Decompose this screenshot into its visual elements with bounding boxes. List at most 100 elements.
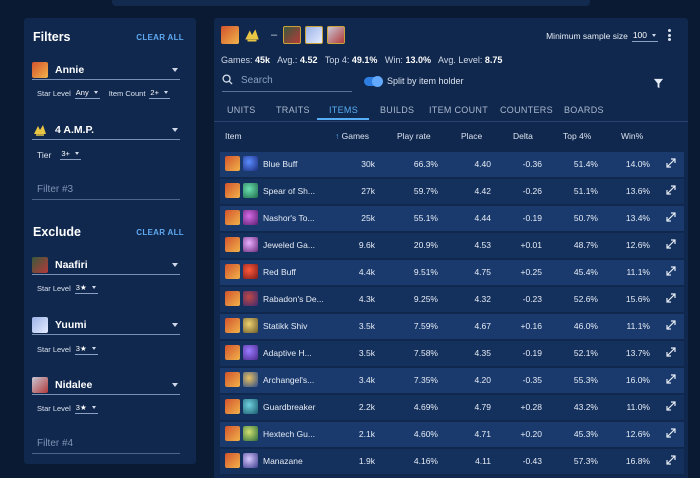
- min-sample-select[interactable]: 100: [631, 30, 658, 42]
- table-row[interactable]: Nashor's To... 25k 55.1% 4.44 -0.19 50.7% 13.4…: [220, 206, 684, 231]
- exclude-unit-select-nidalee[interactable]: Nidalee: [32, 375, 180, 395]
- expand-icon[interactable]: [666, 158, 676, 170]
- nidalee-icon: [327, 26, 346, 44]
- amp-trait-icon: [32, 122, 48, 138]
- item-icon: [243, 345, 258, 360]
- chevron-down-icon: [172, 382, 178, 387]
- win-cell: 13.7%: [625, 348, 650, 358]
- expand-icon[interactable]: [666, 428, 676, 440]
- place-cell: 4.32: [474, 294, 491, 304]
- filter-trait-name: 4 A.M.P.: [55, 123, 95, 136]
- chevron-down-icon: [163, 91, 168, 94]
- expand-icon[interactable]: [666, 239, 676, 251]
- tab-traits[interactable]: TRAITS: [276, 105, 310, 115]
- split-by-holder-toggle[interactable]: Split by item holder: [364, 75, 464, 87]
- chevron-down-icon: [74, 152, 79, 155]
- win-cell: 16.8%: [625, 456, 650, 466]
- filter-4-select[interactable]: Filter #4: [32, 434, 180, 454]
- table-row[interactable]: Manazane 1.9k 4.16% 4.11 -0.43 57.3% 16.8%: [220, 449, 684, 474]
- search-icon: [222, 72, 233, 90]
- table-row[interactable]: Adaptive H... 3.5k 7.58% 4.35 -0.19 52.1% 13.7…: [220, 341, 684, 366]
- delta-cell: +0.25: [520, 267, 542, 277]
- tier-select[interactable]: 3+: [60, 149, 81, 160]
- item-icon: [243, 237, 258, 252]
- annie-icon: [225, 237, 240, 252]
- expand-icon[interactable]: [666, 185, 676, 197]
- play-rate-cell: 4.69%: [413, 402, 438, 412]
- filter-trait-options: Tier 3+: [37, 149, 81, 160]
- table-row[interactable]: Hextech Gu... 2.1k 4.60% 4.71 +0.20 45.3% 12.6…: [220, 422, 684, 447]
- more-options-icon[interactable]: [668, 29, 672, 41]
- filter-unit-select[interactable]: Annie: [32, 60, 180, 80]
- filters-panel: Filters CLEAR ALL Annie Star Level Any I…: [24, 18, 196, 464]
- star-level-select[interactable]: 3★: [74, 403, 98, 414]
- col-play-rate[interactable]: Play rate: [397, 131, 431, 141]
- active-tab-indicator: [317, 118, 369, 120]
- expand-icon[interactable]: [666, 320, 676, 332]
- table-row[interactable]: Statikk Shiv 3.5k 7.59% 4.67 +0.16 46.0% 11.1%: [220, 314, 684, 339]
- delta-cell: -0.19: [522, 213, 542, 223]
- chevron-down-icon: [91, 406, 96, 409]
- tab-counters[interactable]: COUNTERS: [500, 105, 553, 115]
- star-level-value: 3★: [75, 344, 87, 353]
- delta-cell: -0.43: [522, 456, 542, 466]
- exclude-clear-all-button[interactable]: CLEAR ALL: [136, 228, 184, 237]
- search-input[interactable]: Search: [222, 70, 352, 92]
- exclude-unit-select-yuumi[interactable]: Yuumi: [32, 315, 180, 335]
- filter-icon[interactable]: [653, 76, 664, 94]
- tab-items[interactable]: ITEMS: [329, 105, 359, 115]
- table-row[interactable]: Jeweled Ga... 9.6k 20.9% 4.53 +0.01 48.7% 12.6…: [220, 233, 684, 258]
- tab-units[interactable]: UNITS: [227, 105, 256, 115]
- col-item[interactable]: Item: [225, 131, 242, 141]
- table-row[interactable]: Archangel's... 3.4k 7.35% 4.20 -0.35 55.3% 16.…: [220, 368, 684, 393]
- table-row[interactable]: Blue Buff 30k 66.3% 4.40 -0.36 51.4% 14.0%: [220, 152, 684, 177]
- games-cell: 3.5k: [358, 348, 375, 358]
- chevron-down-icon: [172, 127, 178, 132]
- expand-icon[interactable]: [666, 347, 676, 359]
- filter-3-select[interactable]: Filter #3: [32, 180, 180, 200]
- tab-builds[interactable]: BUILDS: [380, 105, 415, 115]
- table-row[interactable]: Spear of Sh... 27k 59.7% 4.42 -0.26 51.1% 13.6…: [220, 179, 684, 204]
- col-top4[interactable]: Top 4%: [563, 131, 592, 141]
- expand-icon[interactable]: [666, 212, 676, 224]
- annie-icon: [32, 61, 48, 78]
- item-name: Red Buff: [263, 267, 296, 277]
- tab-boards[interactable]: BOARDS: [564, 105, 604, 115]
- place-cell: 4.53: [474, 240, 491, 250]
- play-rate-cell: 7.35%: [413, 375, 438, 385]
- table-row[interactable]: Rabadon's De... 4.3k 9.25% 4.32 -0.23 52.6% 15…: [220, 287, 684, 312]
- expand-icon[interactable]: [666, 293, 676, 305]
- games-cell: 4.3k: [358, 294, 375, 304]
- games-cell: 1.9k: [358, 456, 375, 466]
- star-level-select[interactable]: 3★: [74, 283, 98, 294]
- table-row[interactable]: Red Buff 4.4k 9.51% 4.75 +0.25 45.4% 11.1%: [220, 260, 684, 285]
- expand-icon[interactable]: [666, 266, 676, 278]
- filters-clear-all-button[interactable]: CLEAR ALL: [136, 33, 184, 42]
- col-win[interactable]: Win%: [621, 131, 644, 141]
- toggle-switch[interactable]: [364, 75, 383, 87]
- tab-bar: UNITS TRAITS ITEMS BUILDS ITEM COUNT COU…: [214, 98, 688, 122]
- exclude-unit-name: Naafiri: [55, 258, 88, 271]
- col-games[interactable]: ↑ Games: [335, 131, 369, 141]
- delta-cell: -0.19: [522, 348, 542, 358]
- games-cell: 3.5k: [358, 321, 375, 331]
- expand-icon[interactable]: [666, 374, 676, 386]
- expand-icon[interactable]: [666, 401, 676, 413]
- exclude-unit-select-naafiri[interactable]: Naafiri: [32, 255, 180, 275]
- annie-icon: [225, 264, 240, 279]
- expand-icon[interactable]: [666, 455, 676, 467]
- table-row[interactable]: Guardbreaker 2.2k 4.69% 4.79 +0.28 43.2% 11.0%: [220, 395, 684, 420]
- item-count-select[interactable]: 2+: [149, 88, 170, 99]
- place-cell: 4.11: [475, 456, 491, 466]
- star-level-select[interactable]: 3★: [74, 344, 98, 355]
- results-panel: – Minimum sample size 100 Games: 45k Avg…: [214, 18, 688, 478]
- tab-item-count[interactable]: ITEM COUNT: [429, 105, 488, 115]
- filter-trait-select[interactable]: 4 A.M.P.: [32, 120, 180, 140]
- naafiri-icon: [32, 256, 48, 273]
- item-icon: [243, 426, 258, 441]
- win-cell: 13.4%: [625, 213, 650, 223]
- col-place[interactable]: Place: [461, 131, 483, 141]
- star-level-value: 3★: [75, 283, 87, 292]
- star-level-select[interactable]: Any: [74, 88, 100, 99]
- col-delta[interactable]: Delta: [513, 131, 533, 141]
